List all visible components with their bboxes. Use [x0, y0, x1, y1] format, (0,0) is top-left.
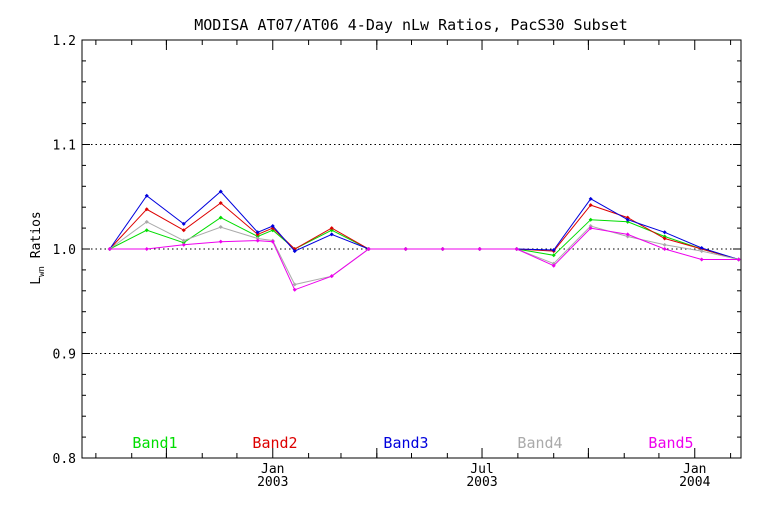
data-point-band5	[514, 247, 519, 251]
y-tick-label: 0.8	[53, 452, 76, 467]
legend-entry-band4: Band4	[517, 434, 562, 452]
data-point-band5	[366, 247, 371, 251]
series-lines	[107, 189, 741, 292]
data-point-band3	[588, 196, 593, 201]
data-point-band5	[329, 274, 334, 279]
data-point-band5	[440, 247, 445, 251]
data-point-band4	[144, 219, 149, 224]
data-point-band5	[477, 247, 482, 251]
data-point-band3	[270, 224, 275, 229]
y-tick-label: 1.2	[53, 34, 76, 49]
legend-entry-band5: Band5	[648, 434, 693, 452]
y-axis-label-sub: wn	[37, 266, 47, 277]
data-point-band1	[144, 228, 149, 233]
data-point-band1	[551, 253, 556, 258]
data-point-band5	[270, 239, 275, 244]
data-point-band3	[699, 245, 704, 250]
data-point-band3	[181, 221, 186, 226]
y-tick-label: 1.0	[53, 243, 76, 258]
data-point-band4	[588, 224, 593, 229]
data-point-band1	[218, 215, 223, 220]
data-point-band3	[255, 230, 260, 235]
data-point-band1	[588, 217, 593, 222]
data-point-band4	[255, 236, 260, 241]
data-point-band5	[662, 247, 667, 251]
data-point-band3	[144, 193, 149, 198]
y-axis-label: Lwn Ratios	[29, 211, 47, 284]
data-point-band3	[218, 189, 223, 194]
legend-entry-band1: Band1	[132, 434, 177, 452]
data-point-band2	[588, 203, 593, 208]
data-point-band5	[736, 257, 741, 262]
x-tick-label-month: Jan	[261, 462, 284, 477]
data-point-band1	[181, 240, 186, 245]
data-point-band5	[292, 287, 297, 292]
chart-title: MODISA AT07/AT06 4-Day nLw Ratios, PacS3…	[194, 16, 627, 34]
data-point-band5	[625, 232, 630, 237]
legend-entry-band2: Band2	[252, 434, 297, 452]
data-point-band4	[662, 242, 667, 247]
data-point-band3	[551, 248, 556, 253]
x-tick-label-year: 2003	[466, 475, 497, 490]
series-line-band5	[109, 227, 739, 291]
series-line-band1	[109, 217, 739, 260]
data-point-band2	[144, 207, 149, 212]
y-tick-label: 1.1	[53, 139, 76, 154]
data-point-band3	[662, 230, 667, 235]
data-point-band4	[292, 282, 297, 287]
data-point-band4	[625, 234, 630, 239]
data-point-band1	[625, 219, 630, 224]
data-point-band2	[329, 226, 334, 231]
data-point-band5	[181, 242, 186, 247]
data-point-band3	[329, 232, 334, 237]
data-point-band4	[218, 225, 223, 230]
y-axis-label-rest: Ratios	[29, 211, 44, 266]
legend: Band1 Band2 Band3 Band4 Band5	[132, 434, 693, 452]
data-point-band5	[144, 247, 149, 251]
data-point-band5	[403, 247, 408, 251]
data-point-band2	[662, 236, 667, 241]
legend-entry-band3: Band3	[383, 434, 428, 452]
x-tick-label-month: Jul	[470, 462, 493, 477]
y-tick-label: 0.9	[53, 348, 76, 363]
x-tick-label-year: 2004	[679, 475, 710, 490]
data-point-band5	[107, 247, 112, 251]
data-point-band5	[218, 239, 223, 244]
series-line-band4	[109, 221, 739, 286]
data-point-band3	[625, 217, 630, 222]
data-point-band3	[292, 249, 297, 254]
data-point-band4	[181, 238, 186, 243]
data-point-band2	[255, 232, 260, 237]
x-tick-label-year: 2003	[257, 475, 288, 490]
data-point-band5	[588, 226, 593, 231]
data-point-band4	[699, 249, 704, 254]
x-tick-label-month: Jan	[683, 462, 706, 477]
data-point-band2	[218, 201, 223, 206]
y-axis-label-main: L	[29, 277, 44, 285]
series-line-band2	[109, 202, 739, 260]
data-point-band5	[255, 238, 260, 243]
data-point-band1	[255, 234, 260, 239]
data-point-band5	[551, 263, 556, 268]
data-point-band5	[699, 257, 704, 262]
data-point-band2	[181, 228, 186, 233]
